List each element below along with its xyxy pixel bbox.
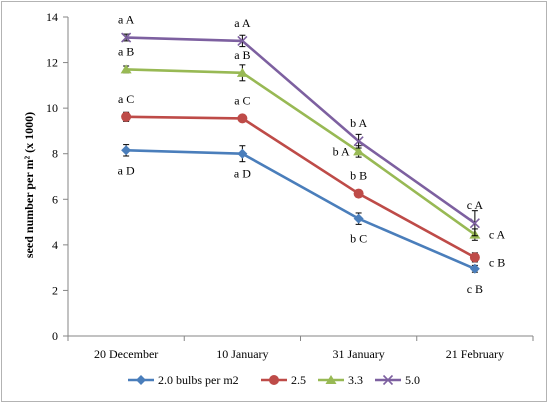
x-marker-stroke — [237, 35, 248, 46]
series-1: a C a C b B c B — [118, 92, 505, 270]
series-line — [126, 148, 476, 270]
legend-item-3: 5.0 — [375, 373, 420, 387]
y-tick-label: 4 — [52, 238, 58, 252]
data-label: c B — [467, 282, 483, 296]
legend-item-1: 2.5 — [261, 373, 306, 387]
legend-marker — [382, 374, 394, 386]
legend-label: 2.0 bulbs per m2 — [158, 373, 239, 387]
legend-label: 2.5 — [291, 373, 306, 387]
series-0: a D a D b C c B — [118, 144, 483, 296]
data-point — [237, 113, 248, 124]
y-axis-label: seed number per m² (x 1000) — [22, 112, 36, 258]
data-label: b A — [350, 116, 367, 130]
legend-label: 5.0 — [405, 373, 420, 387]
legend-item-0: 2.0 bulbs per m2 — [128, 373, 239, 387]
y-tick-label: 2 — [52, 283, 58, 297]
legend-label: 3.3 — [348, 373, 363, 387]
data-point — [353, 136, 364, 147]
data-point — [236, 67, 248, 77]
y-tick-label: 12 — [46, 56, 58, 70]
series-line — [126, 68, 476, 236]
legend: 2.0 bulbs per m2 2.5 3.3 5.0 — [128, 373, 420, 387]
data-label: a C — [234, 93, 250, 107]
series-3: a A a A b A c A — [118, 13, 484, 237]
y-tick-label: 10 — [46, 101, 58, 115]
data-point — [120, 64, 132, 74]
x-tick-label: 31 January — [332, 347, 384, 361]
legend-marker — [136, 375, 146, 385]
y-tick-label: 0 — [52, 329, 58, 343]
x-tick-label: 21 February — [446, 347, 504, 361]
data-label: b B — [350, 169, 367, 183]
x-marker-stroke — [382, 374, 394, 386]
data-point — [469, 218, 480, 229]
data-point — [237, 148, 248, 159]
x-marker-stroke — [353, 136, 364, 147]
data-label: b A — [333, 144, 350, 158]
data-point — [121, 145, 132, 156]
x-tick-label: 10 January — [216, 347, 268, 361]
data-label: a B — [118, 44, 134, 58]
data-point — [237, 35, 248, 46]
data-point — [469, 252, 480, 263]
data-label: a B — [234, 48, 250, 62]
x-tick-label: 20 December — [94, 347, 158, 361]
y-tick-label: 6 — [52, 192, 58, 206]
data-point — [353, 188, 364, 199]
data-point — [121, 111, 132, 122]
data-label: c B — [489, 255, 505, 269]
data-label: a A — [118, 13, 135, 27]
y-tick-label: 8 — [52, 147, 58, 161]
data-label: a A — [234, 16, 251, 30]
legend-marker — [325, 375, 337, 384]
series-line — [126, 115, 476, 259]
data-label: a D — [234, 167, 251, 181]
data-label: b C — [350, 232, 367, 246]
x-marker-stroke — [121, 32, 132, 43]
axes: 0 2 4 6 8 10 12 14 20 December 10 January 31 Janua… — [46, 10, 534, 361]
data-point — [353, 146, 365, 156]
legend-marker — [269, 375, 279, 385]
data-point — [121, 32, 132, 43]
data-label: c A — [489, 228, 506, 242]
data-point — [353, 213, 364, 224]
series-line — [126, 36, 476, 225]
x-marker-stroke — [469, 218, 480, 229]
series-2: a B a B b A c A — [118, 44, 506, 241]
y-tick-label: 14 — [46, 10, 58, 24]
data-label: a C — [118, 92, 134, 106]
legend-item-2: 3.3 — [318, 373, 363, 387]
data-label: c A — [467, 198, 484, 212]
data-point — [469, 263, 480, 274]
data-label: a D — [118, 163, 135, 177]
